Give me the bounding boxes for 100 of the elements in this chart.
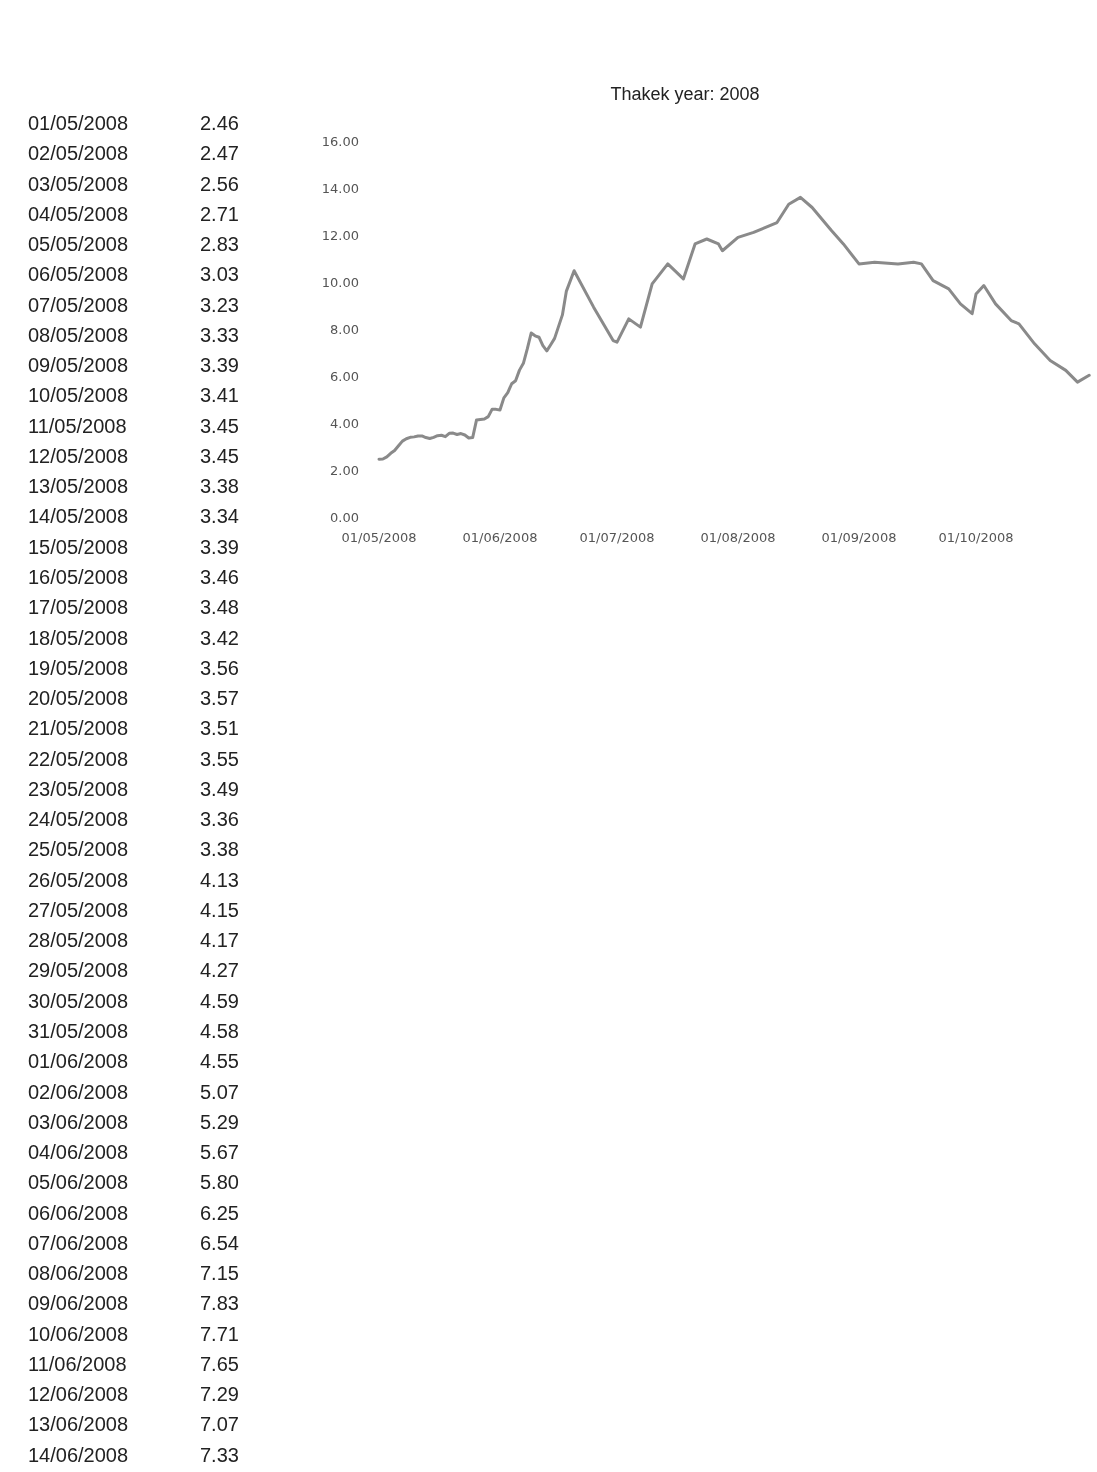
- y-tick-label: 4.00: [330, 415, 359, 431]
- text: 7.71: [200, 1321, 239, 1347]
- x-tick-label: 01/08/2008: [700, 530, 776, 545]
- text: 29/05/2008: [28, 958, 130, 984]
- text: 7.29: [200, 1382, 239, 1408]
- text: 4.15: [200, 897, 239, 923]
- text: 7.07: [200, 1412, 239, 1438]
- text: 02/06/2008: [28, 1079, 130, 1105]
- text: 10/06/2008: [28, 1321, 130, 1347]
- text: 7.65: [200, 1351, 239, 1377]
- text: 01/06/2008: [28, 1049, 130, 1075]
- y-tick-label: 6.00: [330, 368, 359, 384]
- text: 3.39: [200, 534, 239, 560]
- text: 23/05/2008: [28, 776, 130, 802]
- y-tick-label: 14.00: [321, 180, 359, 196]
- text: 3.34: [200, 504, 239, 530]
- text: 3.23: [200, 292, 239, 318]
- text: 02/05/2008: [28, 141, 130, 167]
- text: 5.29: [200, 1109, 239, 1135]
- text: 3.36: [200, 807, 239, 833]
- text: 3.39: [200, 353, 239, 379]
- text: 4.17: [200, 928, 239, 954]
- text: 28/05/2008: [28, 928, 130, 954]
- text: 4.13: [200, 867, 239, 893]
- line-series: [377, 195, 1091, 461]
- text: 3.49: [200, 776, 239, 802]
- text: 12/05/2008: [28, 443, 130, 469]
- text: 06/05/2008: [28, 262, 130, 288]
- text: 12/06/2008: [28, 1382, 130, 1408]
- text: 3.38: [200, 474, 239, 500]
- text: 3.48: [200, 595, 239, 621]
- text: 3.51: [200, 716, 239, 742]
- text: 3.55: [200, 746, 239, 772]
- text: 15/05/2008: [28, 534, 130, 560]
- text: 18/05/2008: [28, 625, 130, 651]
- text: 07/06/2008: [28, 1230, 130, 1256]
- text: 5.80: [200, 1170, 239, 1196]
- x-tick-label: 01/05/2008: [341, 530, 417, 545]
- text: 05/06/2008: [28, 1170, 130, 1196]
- text: 2.46: [200, 111, 239, 136]
- text: 4.59: [200, 988, 239, 1014]
- text: 04/06/2008: [28, 1140, 130, 1166]
- text: 14/06/2008: [28, 1442, 130, 1468]
- text: 30/05/2008: [28, 988, 130, 1014]
- text: 05/05/2008: [28, 232, 130, 258]
- text: 2.83: [200, 232, 239, 258]
- text: 11/06/2008: [28, 1351, 128, 1377]
- y-tick-label: 12.00: [321, 227, 359, 243]
- text: 5.07: [200, 1079, 239, 1105]
- text: 3.45: [200, 443, 239, 469]
- x-tick-label: 01/09/2008: [821, 530, 897, 545]
- text: 5.67: [200, 1140, 239, 1166]
- text: 20/05/2008: [28, 686, 130, 712]
- text: 07/05/2008: [28, 292, 130, 318]
- y-tick-label: 10.00: [321, 274, 359, 290]
- text: 6.54: [200, 1230, 239, 1256]
- y-tick-label: 2.00: [330, 462, 359, 478]
- text: 17/05/2008: [28, 595, 130, 621]
- y-tick-label: 0.00: [330, 509, 359, 525]
- text: 7.15: [200, 1261, 239, 1287]
- text: 4.58: [200, 1018, 239, 1044]
- text: 3.41: [200, 383, 239, 409]
- y-tick-label: 8.00: [330, 321, 359, 337]
- text: 31/05/2008: [28, 1018, 130, 1044]
- text: 7.33: [200, 1442, 239, 1468]
- text: 14/05/2008: [28, 504, 130, 530]
- text: 03/06/2008: [28, 1109, 130, 1135]
- text: 10/05/2008: [28, 383, 130, 409]
- text: 2.56: [200, 171, 239, 197]
- text: 19/05/2008: [28, 655, 130, 681]
- text: 09/06/2008: [28, 1291, 130, 1317]
- text: 3.42: [200, 625, 239, 651]
- text: 08/06/2008: [28, 1261, 130, 1287]
- text: 4.27: [200, 958, 239, 984]
- text: 4.55: [200, 1049, 239, 1075]
- text: 08/05/2008: [28, 322, 130, 348]
- text: 06/06/2008: [28, 1200, 130, 1226]
- chart-title: Thakek year: 2008: [610, 84, 760, 104]
- text: 7.83: [200, 1291, 239, 1317]
- text: 3.38: [200, 837, 239, 863]
- text: 6.25: [200, 1200, 239, 1226]
- text: 25/05/2008: [28, 837, 130, 863]
- x-tick-label: 01/07/2008: [579, 530, 655, 545]
- text: 27/05/2008: [28, 897, 130, 923]
- text: 26/05/2008: [28, 867, 130, 893]
- text: 3.57: [200, 686, 239, 712]
- text: 16/05/2008: [28, 565, 130, 590]
- text: 01/05/2008: [28, 111, 130, 136]
- text: 2.71: [200, 201, 239, 227]
- text: 3.03: [200, 262, 239, 288]
- text: 21/05/2008: [28, 716, 130, 742]
- text: 3.33: [200, 322, 239, 348]
- text: 13/05/2008: [28, 474, 130, 500]
- text: 03/05/2008: [28, 171, 130, 197]
- text: 13/06/2008: [28, 1412, 130, 1438]
- text: 11/05/2008: [28, 413, 128, 439]
- text: 3.45: [200, 413, 239, 439]
- text: 22/05/2008: [28, 746, 130, 772]
- text: 04/05/2008: [28, 201, 130, 227]
- x-tick-label: 01/06/2008: [462, 530, 538, 545]
